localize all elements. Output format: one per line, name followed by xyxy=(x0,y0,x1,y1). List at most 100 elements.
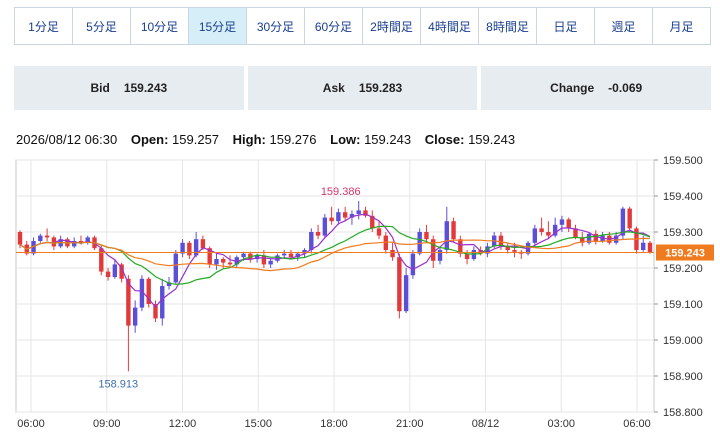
candle-body xyxy=(281,253,287,256)
candle-body xyxy=(275,255,280,261)
candle-body xyxy=(546,232,551,236)
candle-body xyxy=(620,208,626,236)
timeframe-button[interactable]: 週足 xyxy=(595,8,653,44)
candle-body xyxy=(200,239,206,249)
candle-body xyxy=(221,259,226,263)
change-cell: Change -0.069 xyxy=(481,66,712,110)
candle-body xyxy=(261,255,267,265)
candle-body xyxy=(166,282,172,286)
y-tick-label: 158.900 xyxy=(663,371,703,383)
timeframe-button[interactable]: 日足 xyxy=(537,8,595,44)
candle-body xyxy=(207,248,212,265)
candle-body xyxy=(153,304,158,319)
candle-body xyxy=(342,212,348,218)
candle-body xyxy=(478,250,483,254)
candle-body xyxy=(376,228,382,236)
candle-body xyxy=(105,271,111,277)
candle-body xyxy=(112,264,118,277)
timeframe-button[interactable]: 4時間足 xyxy=(421,8,479,44)
candle-body xyxy=(248,253,253,259)
candle-body xyxy=(410,253,416,276)
timeframe-button[interactable]: 2時間足 xyxy=(363,8,421,44)
candle-body xyxy=(336,212,341,222)
candle-body xyxy=(17,232,23,245)
high-label: High: xyxy=(232,132,266,147)
x-tick-label: 09:00 xyxy=(93,418,121,430)
candle-body xyxy=(329,217,334,222)
candle-body xyxy=(139,278,145,308)
candle-body xyxy=(464,253,470,259)
ohlc-datetime: 2026/08/12 06:30 xyxy=(16,132,118,147)
candle-body xyxy=(451,221,456,240)
quote-row: Bid 159.243 Ask 159.283 Change -0.069 xyxy=(14,66,712,110)
candle-body xyxy=(424,232,429,240)
x-tick-label: 18:00 xyxy=(320,418,348,430)
candle-body xyxy=(627,208,632,229)
candle-body xyxy=(573,228,578,238)
timeframe-button[interactable]: 月足 xyxy=(669,19,694,34)
candle-body xyxy=(234,257,239,265)
candle-body xyxy=(539,228,544,232)
candle-body xyxy=(363,210,368,216)
candle-body xyxy=(532,228,538,243)
low-annotation: 158.913 xyxy=(98,378,138,390)
open-value: 159.257 xyxy=(172,132,220,147)
candle-body xyxy=(241,253,246,258)
candle-body xyxy=(512,250,517,252)
candle-body xyxy=(38,235,43,241)
ask-label: Ask xyxy=(322,81,345,95)
candle-body xyxy=(356,210,361,214)
x-tick-label: 08/12 xyxy=(472,418,500,430)
candle-body xyxy=(322,217,328,236)
timeframe-button[interactable]: 8時間足 xyxy=(479,8,537,44)
candle-body xyxy=(126,278,131,326)
y-tick-label: 159.400 xyxy=(663,191,703,203)
y-tick-label: 159.100 xyxy=(663,299,703,311)
candle-body xyxy=(397,257,402,312)
candle-body xyxy=(370,215,375,229)
candle-body xyxy=(227,262,233,265)
timeframe-button[interactable]: 60分足 xyxy=(305,8,363,44)
timeframe-button[interactable]: 15分足 xyxy=(189,8,247,44)
candle-body xyxy=(458,239,463,254)
candle-body xyxy=(390,250,395,258)
candle-body xyxy=(437,250,443,261)
timeframe-button[interactable]: 1分足 xyxy=(15,8,73,44)
bid-label: Bid xyxy=(90,81,110,95)
bid-cell: Bid 159.243 xyxy=(14,66,244,110)
candle-body xyxy=(444,221,449,250)
close-label: Close: xyxy=(424,132,465,147)
candle-body xyxy=(349,214,355,218)
candle-body xyxy=(315,232,321,236)
y-tick-label: 158.800 xyxy=(663,407,703,419)
price-chart[interactable]: 159.500 159.400 159.300 159.200 159.100 159.0… xyxy=(0,150,720,432)
candle-body xyxy=(431,239,436,261)
candle-body xyxy=(302,250,307,254)
candle-body xyxy=(566,219,571,229)
open-label: Open: xyxy=(130,132,169,147)
candle-body xyxy=(613,235,619,243)
x-tick-label: 15:00 xyxy=(244,418,272,430)
candle-body xyxy=(71,241,77,247)
candle-body xyxy=(559,219,565,225)
candle-body xyxy=(214,259,219,265)
candle-body xyxy=(268,260,273,265)
candle-body xyxy=(505,246,510,250)
x-tick-label: 06:00 xyxy=(623,418,651,430)
candle-body xyxy=(193,239,199,256)
plot-area xyxy=(15,159,655,413)
y-tick-label: 159.300 xyxy=(663,227,703,239)
ma-short-line xyxy=(19,213,651,308)
timeframe-button[interactable]: 30分足 xyxy=(247,8,305,44)
timeframe-button[interactable]: 10分足 xyxy=(131,8,189,44)
x-tick-label: 03:00 xyxy=(547,418,575,430)
high-annotation: 159.386 xyxy=(321,186,361,198)
candle-body xyxy=(485,246,490,254)
change-value: -0.069 xyxy=(608,81,643,95)
candle-body xyxy=(44,235,50,238)
ohlc-readout: 2026/08/12 06:30 Open: 159.257 High: 159… xyxy=(16,132,525,147)
candle-body xyxy=(288,253,294,258)
candle-body xyxy=(309,232,314,250)
candle-body xyxy=(51,237,57,247)
timeframe-button[interactable]: 5分足 xyxy=(73,8,131,44)
